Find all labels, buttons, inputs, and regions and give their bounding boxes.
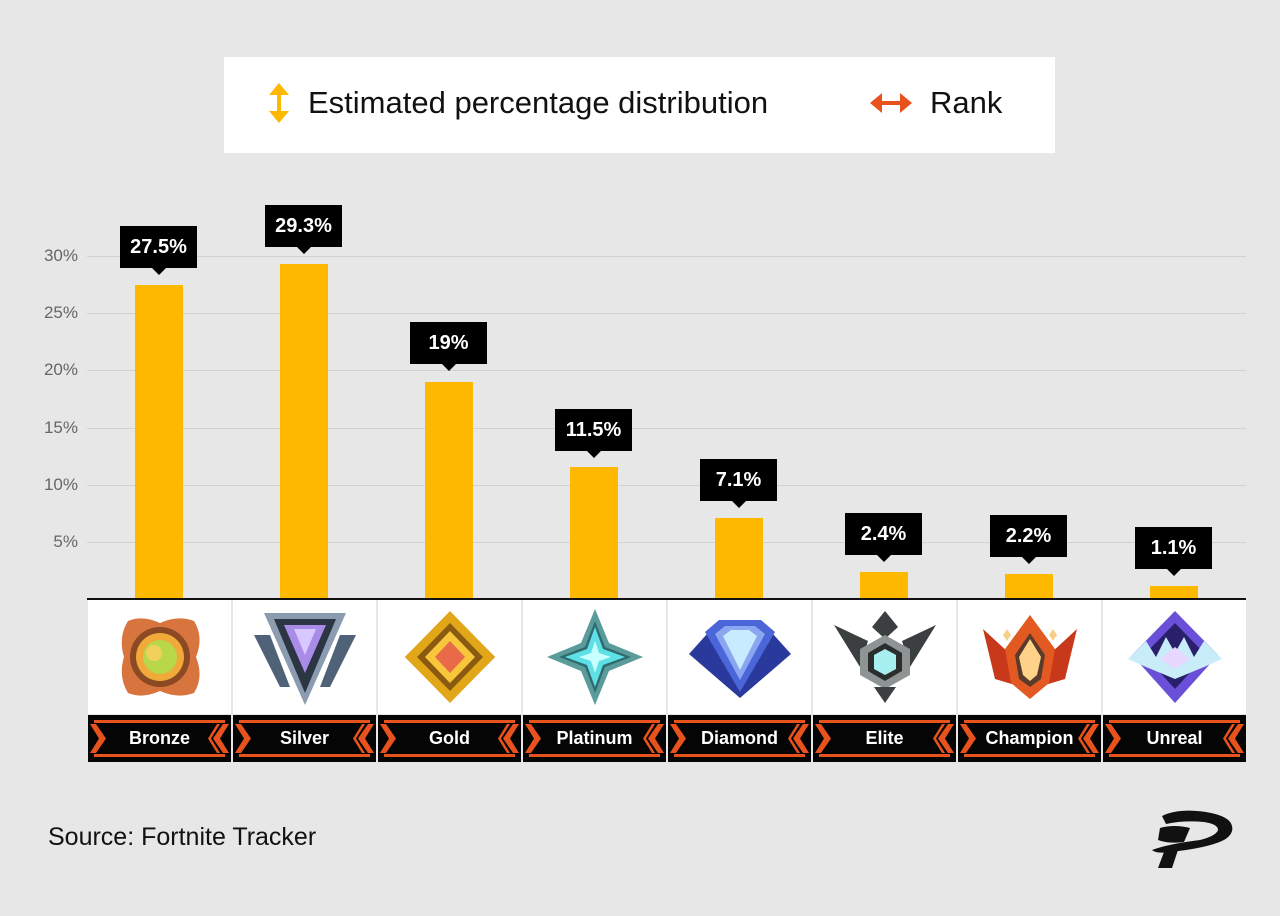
rank-label-unreal: Unreal — [1103, 715, 1246, 762]
rank-label-champion: Champion — [958, 715, 1101, 762]
chevron-left-icon — [933, 724, 954, 753]
y-tick-label: 30% — [43, 246, 78, 265]
diamond-rank-icon — [668, 600, 811, 714]
elite-rank-icon — [813, 600, 956, 714]
rank-label-bronze: Bronze — [88, 715, 231, 762]
value-label: 29.3% — [265, 205, 342, 254]
chevron-right-icon — [815, 724, 831, 753]
rank-label-gold: Gold — [378, 715, 521, 762]
bar[interactable] — [570, 467, 618, 599]
chevron-right-icon — [1105, 724, 1121, 753]
chevron-right-icon — [960, 724, 976, 753]
bar-group-elite: 2.4% Elite — [812, 0, 957, 916]
bar-group-unreal: 1.1% Unreal — [1102, 0, 1247, 916]
source-note: Source: Fortnite Tracker — [48, 823, 317, 851]
value-label: 7.1% — [700, 459, 777, 508]
silver-rank-icon — [233, 600, 376, 714]
y-tick-label: 5% — [53, 532, 78, 551]
gold-rank-icon — [378, 600, 521, 714]
legend-item-distribution: Estimated percentage distribution — [268, 83, 768, 123]
bar-group-champion: 2.2% Champion — [957, 0, 1102, 916]
bar-group-platinum: 11.5% Platinum — [522, 0, 667, 916]
chevron-left-icon — [788, 724, 809, 753]
value-label: 2.2% — [990, 515, 1067, 564]
chevron-left-icon — [1223, 724, 1244, 753]
legend-item-rank: Rank — [870, 83, 1002, 123]
y-tick-label: 10% — [43, 475, 78, 494]
y-tick-label: 15% — [43, 418, 78, 437]
platinum-rank-icon — [523, 600, 666, 714]
chevron-left-icon — [208, 724, 229, 753]
chevron-right-icon — [380, 724, 396, 753]
legend: Estimated percentage distribution Rank — [224, 57, 1055, 153]
value-label: 1.1% — [1135, 527, 1212, 576]
champion-rank-icon — [958, 600, 1101, 714]
bar[interactable] — [425, 382, 473, 599]
chevron-right-icon — [670, 724, 686, 753]
bar[interactable] — [135, 285, 183, 599]
bronze-rank-icon — [88, 600, 231, 714]
gridline — [87, 485, 1246, 486]
y-tick-label: 25% — [43, 303, 78, 322]
horizontal-double-arrow-icon — [870, 93, 912, 113]
y-tick-label: 20% — [43, 360, 78, 379]
bar[interactable] — [860, 572, 908, 599]
bar[interactable] — [1150, 586, 1198, 599]
bar[interactable] — [280, 264, 328, 599]
bar-group-diamond: 7.1% Diamond — [667, 0, 812, 916]
chevron-left-icon — [353, 724, 374, 753]
bar-group-bronze: 27.5% Bronze — [87, 0, 232, 916]
gridline — [87, 370, 1246, 371]
value-label: 2.4% — [845, 513, 922, 562]
rank-label-diamond: Diamond — [668, 715, 811, 762]
bar-group-silver: 29.3% Silver — [232, 0, 377, 916]
value-label: 19% — [410, 322, 487, 371]
chevron-left-icon — [1078, 724, 1099, 753]
vertical-double-arrow-icon — [269, 83, 289, 123]
legend-label-distribution: Estimated percentage distribution — [308, 85, 769, 120]
bar[interactable] — [1005, 574, 1053, 599]
p-logo-icon — [1152, 810, 1233, 868]
bar-group-gold: 19% Gold — [377, 0, 522, 916]
unreal-rank-icon — [1103, 600, 1246, 714]
chevron-left-icon — [498, 724, 519, 753]
chevron-right-icon — [525, 724, 541, 753]
gridline — [87, 256, 1246, 257]
rank-label-silver: Silver — [233, 715, 376, 762]
chevron-left-icon — [643, 724, 664, 753]
value-label: 11.5% — [555, 409, 632, 458]
gridline — [87, 428, 1246, 429]
gridline — [87, 313, 1246, 314]
x-axis-line — [87, 598, 1246, 600]
chevron-right-icon — [235, 724, 251, 753]
rank-label-platinum: Platinum — [523, 715, 666, 762]
value-label: 27.5% — [120, 226, 197, 275]
rank-label-elite: Elite — [813, 715, 956, 762]
legend-label-rank: Rank — [930, 85, 1003, 120]
bar[interactable] — [715, 518, 763, 599]
chevron-right-icon — [90, 724, 106, 753]
gridline — [87, 542, 1246, 543]
